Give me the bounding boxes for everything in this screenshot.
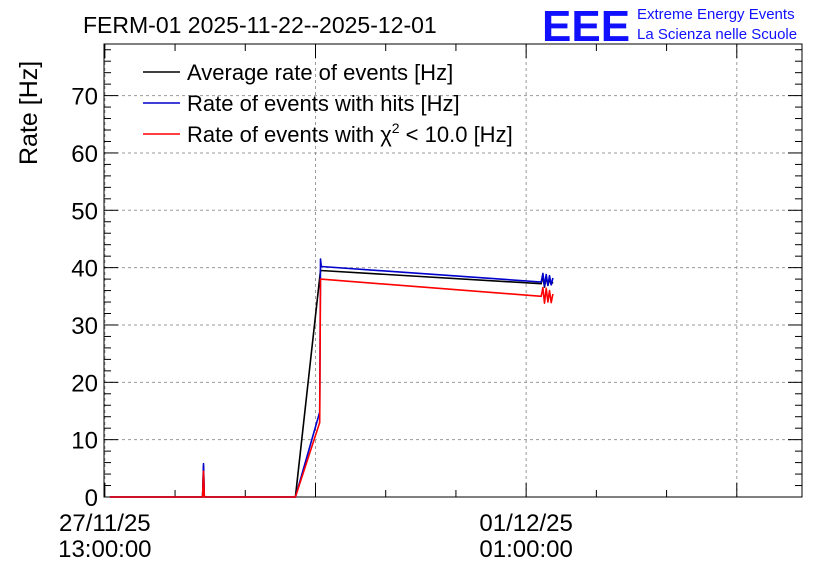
x-tick-label-date: 27/11/25 <box>59 510 151 537</box>
legend-label: Average rate of events [Hz] <box>187 60 453 85</box>
grid <box>104 44 802 497</box>
x-tick-label-time: 13:00:00 <box>58 536 151 563</box>
legend-label: Rate of events with χ2 < 10.0 [Hz] <box>187 120 513 147</box>
eee-logo: EEE Extreme Energy Events La Scienza nel… <box>542 2 797 51</box>
y-tick-label: 0 <box>85 485 98 512</box>
legend-label: Rate of events with hits [Hz] <box>187 91 460 116</box>
series-line-2 <box>109 258 554 498</box>
series-lines <box>109 258 554 498</box>
y-tick-label: 20 <box>71 370 98 397</box>
series-line-1 <box>109 269 554 498</box>
y-tick-label: 10 <box>71 428 98 455</box>
plot-frame <box>103 43 803 498</box>
y-tick-label: 50 <box>71 198 98 225</box>
x-tick-label-date: 01/12/25 <box>479 510 572 537</box>
logo-mark: EEE <box>542 2 630 51</box>
logo-line2: La Scienza nelle Scuole <box>637 26 797 43</box>
y-tick-label: 30 <box>71 313 98 340</box>
y-ticks: 0 10 20 30 40 50 60 70 <box>71 49 802 512</box>
x-tick-label-time: 01:00:00 <box>479 536 572 563</box>
chart-title: FERM-01 2025-11-22--2025-12-01 <box>83 12 437 38</box>
legend: Average rate of events [Hz] Rate of event… <box>143 60 513 147</box>
logo-line1: Extreme Energy Events <box>637 6 795 23</box>
y-axis-label: Rate [Hz] <box>15 61 43 165</box>
y-tick-label: 60 <box>71 141 98 168</box>
y-tick-label: 40 <box>71 256 98 283</box>
series-line-3 <box>109 278 554 498</box>
axes <box>103 43 803 498</box>
y-tick-label: 70 <box>71 84 98 111</box>
